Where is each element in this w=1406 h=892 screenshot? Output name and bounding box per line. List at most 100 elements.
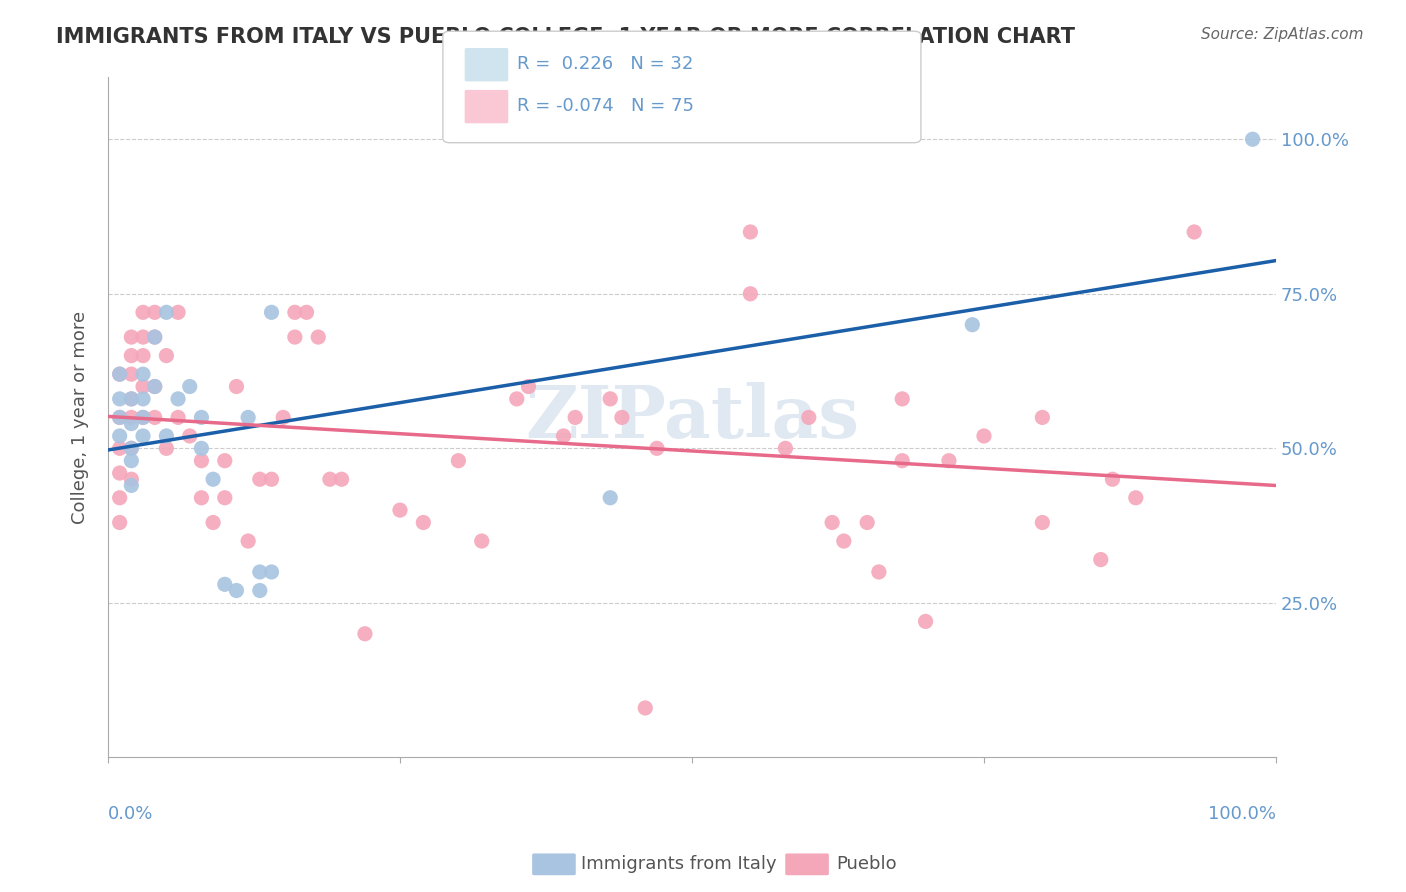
Point [143,305,166,319]
Point [553,429,575,443]
Point [330,472,353,486]
Point [962,318,984,332]
Point [190,410,212,425]
Point [120,472,142,486]
Point [143,330,166,344]
Point [249,565,271,579]
Point [179,379,201,393]
Point [108,466,131,480]
Y-axis label: College, 1 year or more: College, 1 year or more [72,310,89,524]
Point [973,429,995,443]
Point [517,379,540,393]
Point [155,349,177,363]
Point [132,379,155,393]
Point [260,305,283,319]
Point [120,442,142,456]
Point [120,478,142,492]
Point [284,305,307,319]
Point [1031,516,1053,530]
Text: 0.0%: 0.0% [108,805,153,823]
Point [891,453,914,467]
Point [120,330,142,344]
Point [868,565,890,579]
Point [155,429,177,443]
Text: Immigrants from Italy: Immigrants from Italy [581,855,776,873]
Point [471,534,494,549]
Point [120,442,142,456]
Point [599,392,621,406]
Point [506,392,529,406]
Point [564,410,586,425]
Point [412,516,434,530]
Point [447,453,470,467]
Text: R = -0.074   N = 75: R = -0.074 N = 75 [517,97,695,115]
Point [202,472,225,486]
Point [821,516,844,530]
Point [155,442,177,456]
Point [938,453,960,467]
Text: R =  0.226   N = 32: R = 0.226 N = 32 [517,55,693,73]
Point [249,583,271,598]
Point [284,330,307,344]
Point [260,565,283,579]
Point [120,367,142,381]
Point [1101,472,1123,486]
Point [645,442,668,456]
Point [914,615,936,629]
Point [120,392,142,406]
Point [856,516,879,530]
Point [307,330,329,344]
Point [108,491,131,505]
Point [236,410,259,425]
Point [108,392,131,406]
Point [634,701,657,715]
Point [108,410,131,425]
Point [132,349,155,363]
Point [775,442,797,456]
Point [132,305,155,319]
Point [190,442,212,456]
Point [797,410,820,425]
Point [120,417,142,431]
Text: IMMIGRANTS FROM ITALY VS PUEBLO COLLEGE, 1 YEAR OR MORE CORRELATION CHART: IMMIGRANTS FROM ITALY VS PUEBLO COLLEGE,… [56,27,1076,46]
Point [225,379,247,393]
Point [120,392,142,406]
Point [143,379,166,393]
Point [1125,491,1147,505]
Point [190,491,212,505]
Text: Source: ZipAtlas.com: Source: ZipAtlas.com [1201,27,1364,42]
Point [225,583,247,598]
Point [120,410,142,425]
Text: 100.0%: 100.0% [1208,805,1277,823]
Point [271,410,294,425]
Point [1090,552,1112,566]
Point [214,577,236,591]
Point [295,305,318,319]
Text: Pueblo: Pueblo [837,855,897,873]
Point [108,367,131,381]
Point [132,367,155,381]
Point [179,429,201,443]
Point [108,442,131,456]
Point [108,367,131,381]
Point [132,330,155,344]
Point [214,491,236,505]
Point [214,453,236,467]
Point [236,534,259,549]
Point [740,225,762,239]
Point [354,627,377,641]
Point [319,472,342,486]
Point [260,472,283,486]
Point [891,392,914,406]
Point [132,429,155,443]
Point [108,410,131,425]
Point [202,516,225,530]
Point [249,472,271,486]
Point [167,305,190,319]
Point [120,453,142,467]
Text: ZIPatlas: ZIPatlas [524,382,859,453]
Point [108,516,131,530]
Point [1182,225,1205,239]
Point [167,410,190,425]
Point [388,503,411,517]
